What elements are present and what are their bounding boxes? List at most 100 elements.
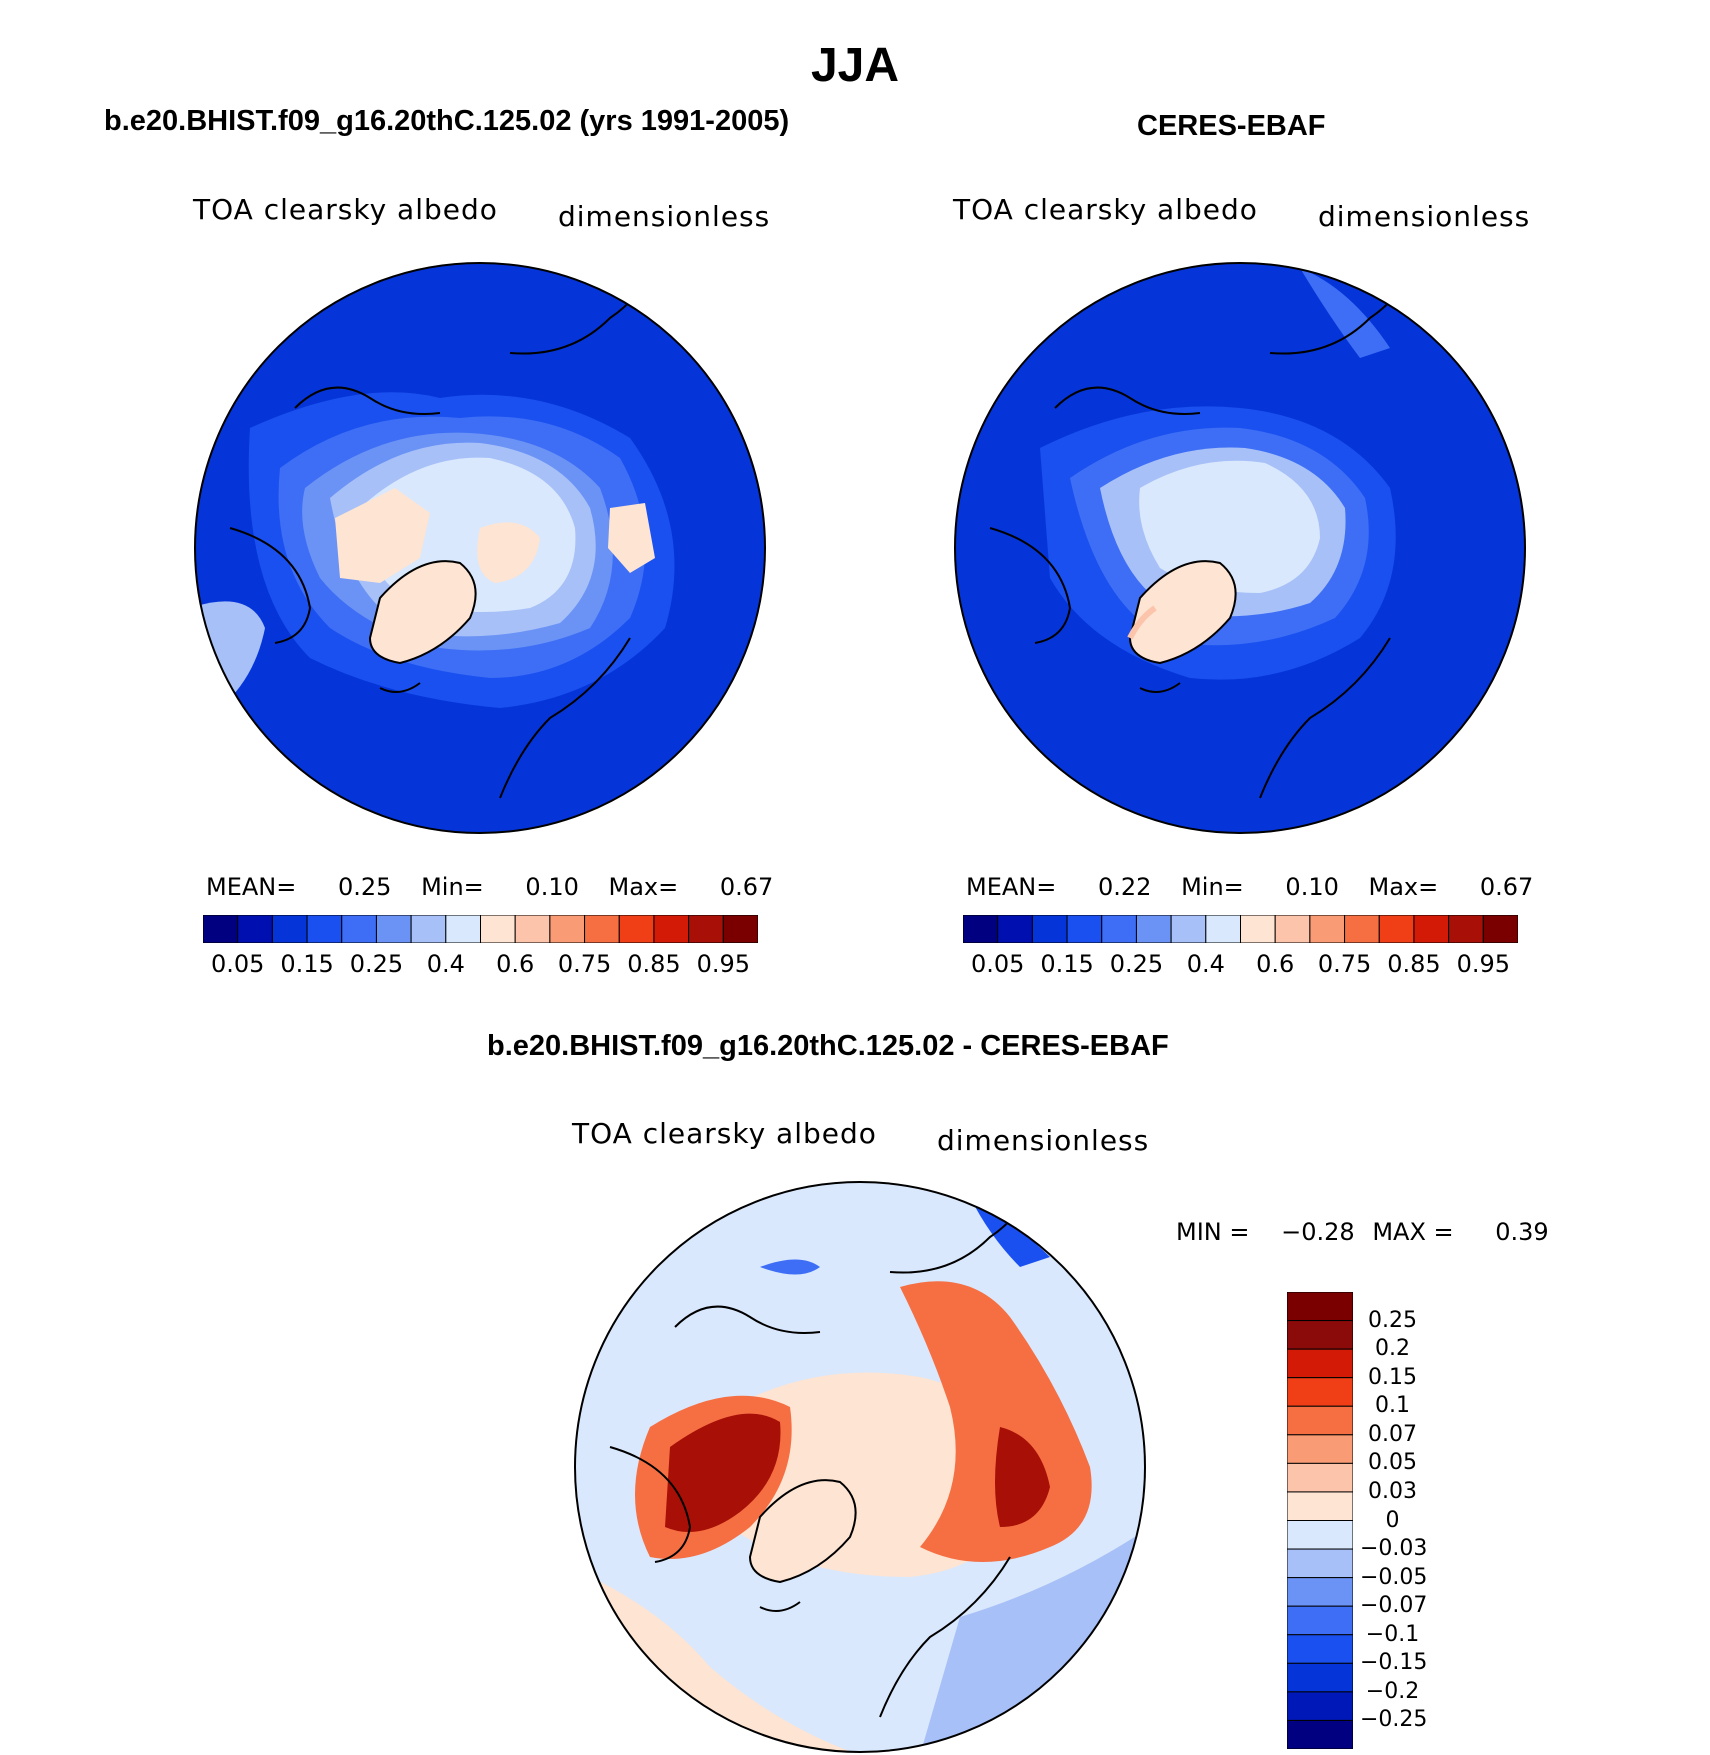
colorbar-swatch: [1101, 915, 1137, 943]
colorbar-tick-label: −0.1: [1365, 1621, 1420, 1647]
colorbar-tick-label: 0.1: [1375, 1393, 1410, 1419]
colorbar-swatch: [445, 915, 481, 943]
figure-title: JJA: [810, 39, 900, 92]
obs-colorbar: [963, 915, 1518, 943]
colorbar-tick-label: 0.07: [1368, 1421, 1417, 1447]
colorbar-swatch: [1287, 1691, 1353, 1721]
colorbar-swatch: [1482, 915, 1518, 943]
colorbar-swatch: [1135, 915, 1172, 943]
colorbar-tick-label: −0.2: [1365, 1678, 1420, 1704]
colorbar-swatch: [1309, 915, 1346, 943]
obs-panel-title: CERES-EBAF: [1137, 110, 1326, 142]
model-units-label: dimensionless: [558, 200, 771, 233]
diff-colorbar-labels: 0.25 0.2 0.15 0.1 0.07 0.05 0.03 0 −0.03 −0.05 −0.…: [1360, 1292, 1480, 1749]
colorbar-tick-label: 0.4: [1186, 950, 1225, 978]
colorbar-swatch: [1287, 1634, 1353, 1664]
colorbar-tick-label: 0.05: [970, 950, 1025, 978]
model-max-value: 0.67: [719, 873, 774, 901]
colorbar-swatch: [549, 915, 586, 943]
diff-max-label: MAX =: [1372, 1218, 1454, 1246]
obs-mean-label: MEAN=: [966, 873, 1057, 901]
model-mean-label: MEAN=: [206, 873, 297, 901]
colorbar-swatch: [1066, 915, 1103, 943]
colorbar-swatch: [1274, 915, 1311, 943]
colorbar-swatch: [1287, 1292, 1353, 1322]
obs-colorbar-ticks: 0.05 0.15 0.25 0.4 0.6 0.75 0.85 0.95: [963, 950, 1518, 980]
colorbar-tick-label: −0.15: [1360, 1650, 1428, 1676]
colorbar-swatch: [271, 915, 308, 943]
obs-min-value: 0.10: [1285, 873, 1339, 901]
colorbar-swatch: [722, 915, 758, 943]
obs-variable-label: TOA clearsky albedo: [953, 193, 1258, 226]
colorbar-swatch: [514, 915, 551, 943]
colorbar-swatch: [1448, 915, 1484, 943]
diff-min-label: MIN =: [1176, 1218, 1250, 1246]
colorbar-swatch: [410, 915, 447, 943]
colorbar-swatch: [1031, 915, 1068, 943]
colorbar-tick-label: 0.05: [1368, 1450, 1417, 1476]
colorbar-tick-label: 0.95: [696, 950, 751, 978]
model-panel-title: b.e20.BHIST.f09_g16.20thC.125.02 (yrs 19…: [104, 105, 790, 137]
colorbar-tick-label: 0.03: [1368, 1478, 1417, 1504]
colorbar-tick-label: 0.95: [1456, 950, 1511, 978]
colorbar-tick-label: 0.25: [1109, 950, 1164, 978]
obs-max-value: 0.67: [1479, 873, 1534, 901]
obs-polar-map: [954, 262, 1526, 834]
colorbar-swatch: [1287, 1320, 1353, 1350]
colorbar-tick-label: −0.25: [1360, 1707, 1428, 1733]
colorbar-swatch: [1287, 1520, 1353, 1550]
colorbar-swatch: [963, 915, 999, 943]
colorbar-swatch: [584, 915, 620, 943]
colorbar-tick-label: 0.05: [210, 950, 265, 978]
colorbar-swatch: [1287, 1491, 1353, 1521]
colorbar-tick-label: 0.85: [1387, 950, 1441, 978]
colorbar-swatch: [203, 915, 239, 943]
colorbar-swatch: [1287, 1434, 1353, 1464]
diff-polar-map: [574, 1181, 1146, 1753]
model-min-label: Min=: [421, 873, 484, 901]
colorbar-swatch: [1287, 1577, 1353, 1607]
colorbar-tick-label: 0.4: [426, 950, 465, 978]
colorbar-swatch: [1413, 915, 1450, 943]
colorbar-tick-label: 0.85: [627, 950, 681, 978]
obs-mean-value: 0.22: [1098, 873, 1152, 901]
colorbar-swatch: [480, 915, 516, 943]
model-polar-map: [194, 262, 766, 834]
diff-stats: MIN = −0.28 MAX = 0.39: [1176, 1218, 1549, 1246]
model-max-label: Max=: [608, 873, 679, 901]
obs-units-label: dimensionless: [1318, 200, 1531, 233]
colorbar-swatch: [618, 915, 655, 943]
colorbar-tick-label: 0.15: [1368, 1364, 1417, 1390]
colorbar-swatch: [237, 915, 273, 943]
colorbar-swatch: [1205, 915, 1241, 943]
diff-units-label: dimensionless: [937, 1124, 1150, 1157]
obs-max-label: Max=: [1368, 873, 1439, 901]
colorbar-swatch: [1287, 1662, 1353, 1693]
model-mean-value: 0.25: [338, 873, 392, 901]
colorbar-tick-label: 0.25: [349, 950, 404, 978]
diff-panel-title: b.e20.BHIST.f09_g16.20thC.125.02 - CERES…: [487, 1030, 1169, 1062]
colorbar-tick-label: 0: [1385, 1507, 1400, 1533]
colorbar-swatch: [1287, 1405, 1353, 1436]
colorbar-tick-label: 0.6: [496, 950, 535, 978]
colorbar-tick-label: 0.75: [1317, 950, 1372, 978]
colorbar-swatch: [1378, 915, 1415, 943]
colorbar-swatch: [997, 915, 1033, 943]
colorbar-tick-label: 0.6: [1256, 950, 1295, 978]
colorbar-tick-label: 0.2: [1375, 1336, 1410, 1362]
colorbar-tick-label: −0.07: [1360, 1593, 1428, 1619]
colorbar-swatch: [1170, 915, 1207, 943]
colorbar-swatch: [653, 915, 690, 943]
colorbar-swatch: [1287, 1548, 1353, 1579]
model-min-value: 0.10: [525, 873, 579, 901]
colorbar-tick-label: 0.15: [1040, 950, 1094, 978]
colorbar-swatch: [1287, 1605, 1353, 1636]
colorbar-swatch: [1287, 1348, 1353, 1379]
colorbar-swatch: [688, 915, 724, 943]
obs-stats: MEAN= 0.22 Min= 0.10 Max= 0.67: [966, 873, 1533, 901]
colorbar-swatch: [375, 915, 412, 943]
model-stats: MEAN= 0.25 Min= 0.10 Max= 0.67: [206, 873, 773, 901]
model-colorbar-ticks: 0.05 0.15 0.25 0.4 0.6 0.75 0.85 0.95: [203, 950, 758, 980]
colorbar-swatch: [341, 915, 377, 943]
colorbar-tick-label: 0.25: [1368, 1307, 1417, 1333]
